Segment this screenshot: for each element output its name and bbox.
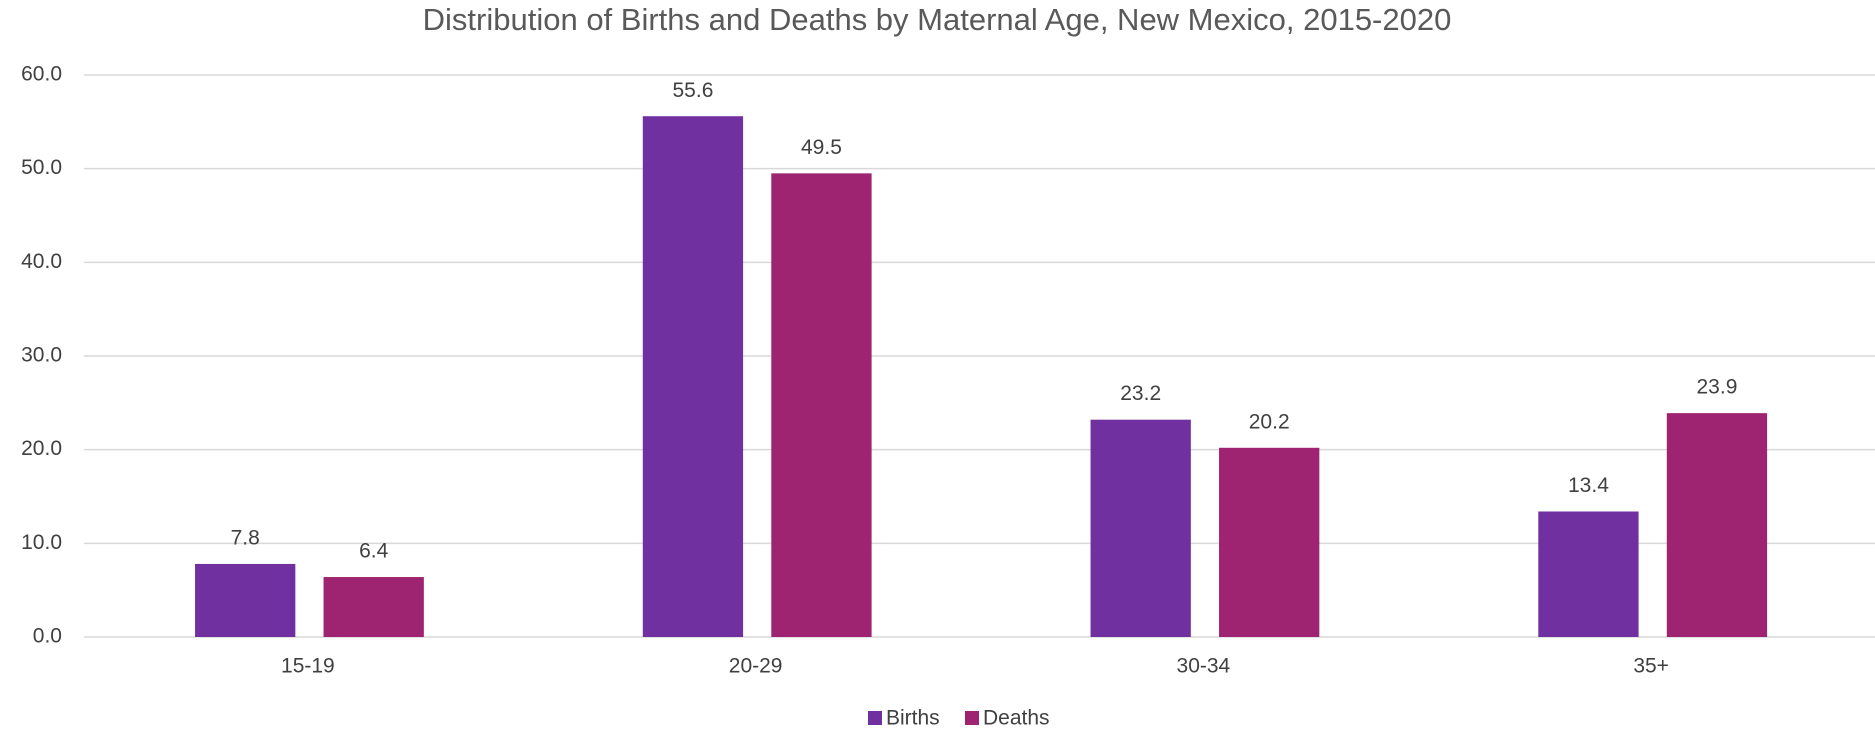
legend-label: Deaths	[983, 707, 1050, 730]
data-label: 13.4	[1568, 474, 1609, 497]
y-tick-label: 50.0	[21, 156, 62, 179]
y-tick-label: 10.0	[21, 531, 62, 554]
bar	[1666, 413, 1768, 637]
x-tick-label: 30-34	[1177, 655, 1231, 678]
bar	[1219, 447, 1320, 637]
y-tick-label: 0.0	[33, 625, 62, 648]
legend-swatch	[868, 711, 882, 725]
data-label: 23.2	[1120, 382, 1161, 405]
y-tick-label: 40.0	[21, 250, 62, 273]
bar	[642, 116, 744, 638]
y-tick-label: 60.0	[21, 63, 62, 86]
chart-title: Distribution of Births and Deaths by Mat…	[423, 2, 1452, 37]
data-label: 23.9	[1697, 376, 1738, 399]
data-label: 7.8	[231, 526, 260, 549]
data-label: 55.6	[673, 79, 714, 102]
x-tick-label: 35+	[1633, 655, 1669, 678]
bar	[771, 173, 872, 637]
legend-swatch	[965, 711, 979, 725]
bar	[323, 577, 424, 637]
data-label: 20.2	[1249, 410, 1290, 433]
y-tick-label: 30.0	[21, 344, 62, 367]
data-label: 49.5	[801, 136, 842, 159]
bar	[1090, 419, 1191, 637]
y-tick-label: 20.0	[21, 437, 62, 460]
x-tick-label: 20-29	[729, 655, 783, 678]
bar	[1538, 511, 1639, 637]
x-tick-label: 15-19	[281, 655, 335, 678]
data-label: 6.4	[359, 540, 389, 563]
legend-label: Births	[886, 707, 940, 730]
bar	[195, 563, 296, 637]
